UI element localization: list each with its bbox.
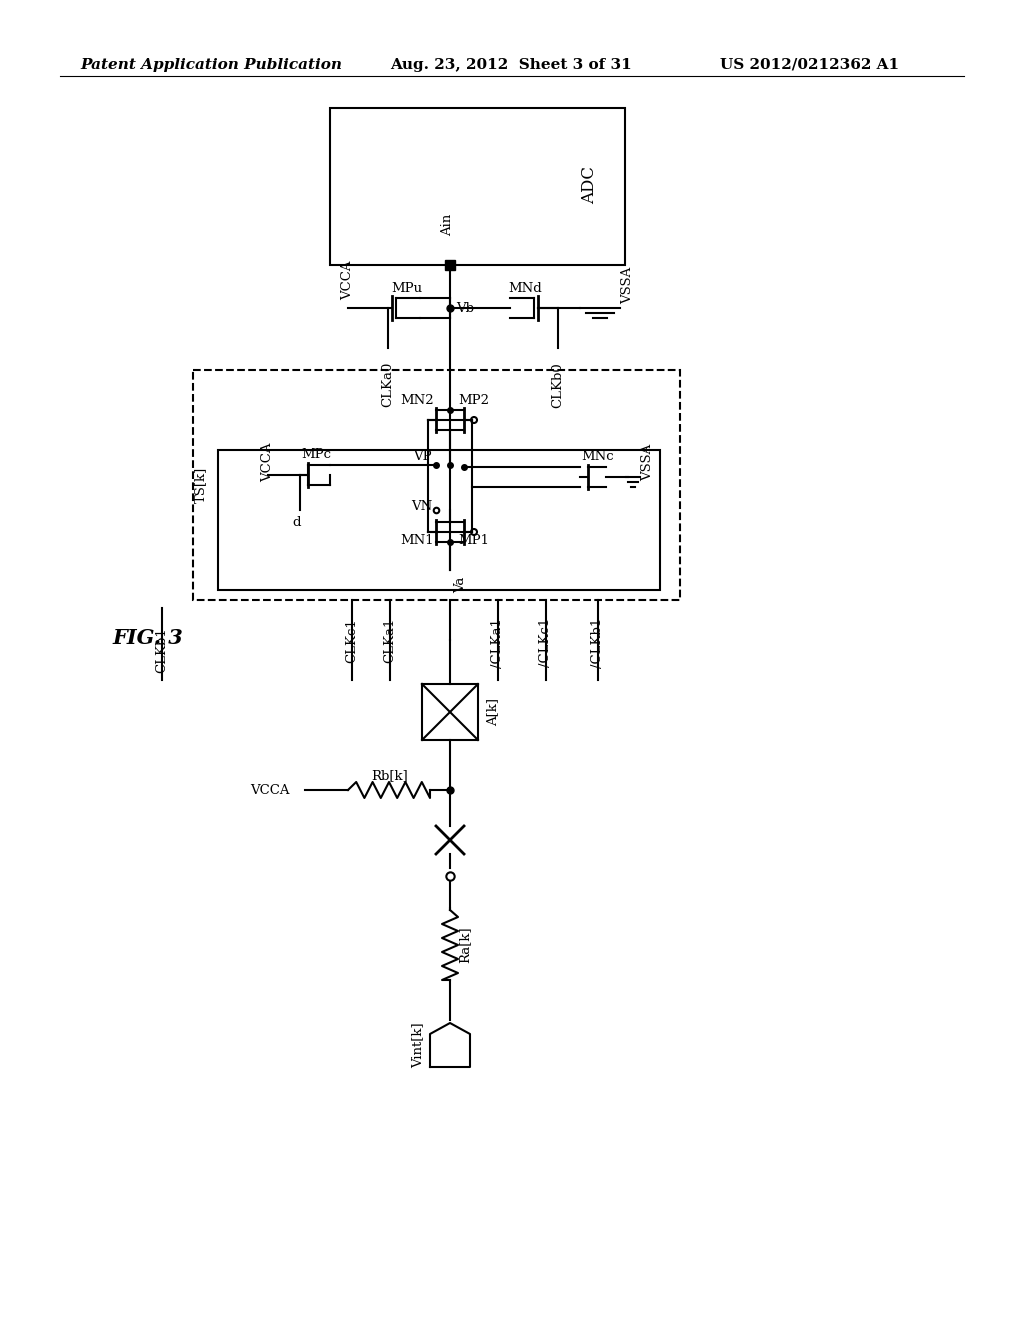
Text: ADC: ADC [582, 166, 598, 205]
Text: Aug. 23, 2012  Sheet 3 of 31: Aug. 23, 2012 Sheet 3 of 31 [390, 58, 632, 73]
Text: Vint[k]: Vint[k] [411, 1022, 424, 1068]
Text: CLKb1: CLKb1 [156, 627, 169, 673]
Text: Vb: Vb [456, 301, 474, 314]
Text: CLKa0: CLKa0 [382, 362, 394, 408]
Text: CLKc1: CLKc1 [345, 618, 358, 663]
Text: MN2: MN2 [400, 393, 434, 407]
Text: VCCA: VCCA [261, 442, 274, 482]
Text: d: d [293, 516, 301, 529]
Text: MP2: MP2 [458, 393, 489, 407]
Text: MPu: MPu [391, 281, 423, 294]
Text: MNd: MNd [508, 281, 542, 294]
Text: CLKb0: CLKb0 [552, 362, 564, 408]
Text: /CLKc1: /CLKc1 [540, 618, 553, 667]
Text: VP: VP [414, 450, 432, 463]
Text: CLKa1: CLKa1 [384, 618, 396, 664]
Text: FIG. 3: FIG. 3 [112, 628, 182, 648]
Text: US 2012/0212362 A1: US 2012/0212362 A1 [720, 58, 899, 73]
Text: MPc: MPc [301, 449, 331, 462]
Text: Ra[k]: Ra[k] [458, 927, 471, 964]
Text: MNc: MNc [582, 450, 614, 463]
Text: VSSA: VSSA [622, 267, 635, 304]
Text: /CLKb1: /CLKb1 [592, 618, 604, 668]
Text: Va: Va [454, 577, 467, 593]
Text: A[k]: A[k] [486, 698, 499, 726]
Text: MP1: MP1 [458, 533, 489, 546]
Text: /CLKa1: /CLKa1 [492, 618, 505, 668]
Text: VN: VN [411, 500, 432, 513]
Text: VCCA: VCCA [341, 260, 354, 300]
Text: MN1: MN1 [400, 533, 434, 546]
Text: Rb[k]: Rb[k] [372, 770, 409, 783]
Text: VCCA: VCCA [251, 784, 290, 796]
Text: VSSA: VSSA [641, 444, 654, 480]
Text: Ain: Ain [441, 214, 455, 236]
Text: Patent Application Publication: Patent Application Publication [80, 58, 342, 73]
Text: TS[k]: TS[k] [194, 467, 207, 503]
